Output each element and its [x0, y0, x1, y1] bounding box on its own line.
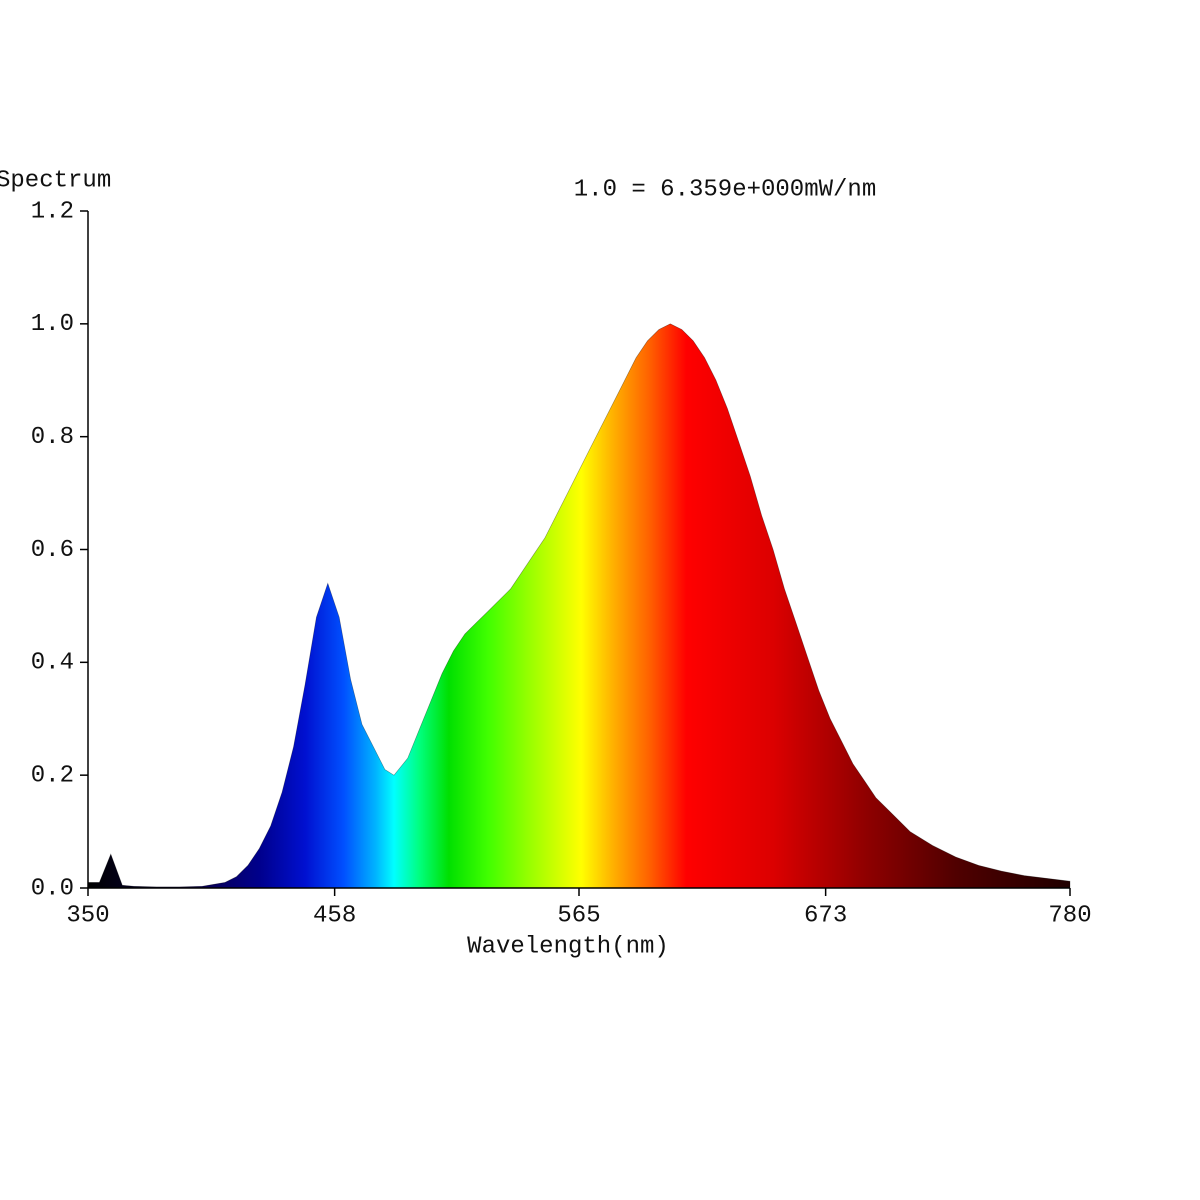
- y-axis-label: Spectrum: [0, 167, 111, 194]
- y-tick-label: 1.2: [31, 198, 74, 225]
- y-tick-label: 0.6: [31, 537, 74, 564]
- y-tick-label: 0.0: [31, 875, 74, 902]
- x-tick-label: 350: [66, 902, 109, 929]
- x-tick-label: 565: [557, 902, 600, 929]
- y-tick-label: 0.4: [31, 650, 74, 677]
- y-tick-label: 0.2: [31, 763, 74, 790]
- x-tick-label: 458: [313, 902, 356, 929]
- y-tick-label: 1.0: [31, 311, 74, 338]
- chart-title: 1.0 = 6.359e+000mW/nm: [574, 176, 876, 203]
- x-tick-label: 673: [804, 902, 847, 929]
- spectrum-area: [87, 323, 1071, 889]
- x-axis-label: Wavelength(nm): [467, 933, 669, 960]
- y-tick-label: 0.8: [31, 424, 74, 451]
- x-tick-label: 780: [1048, 902, 1091, 929]
